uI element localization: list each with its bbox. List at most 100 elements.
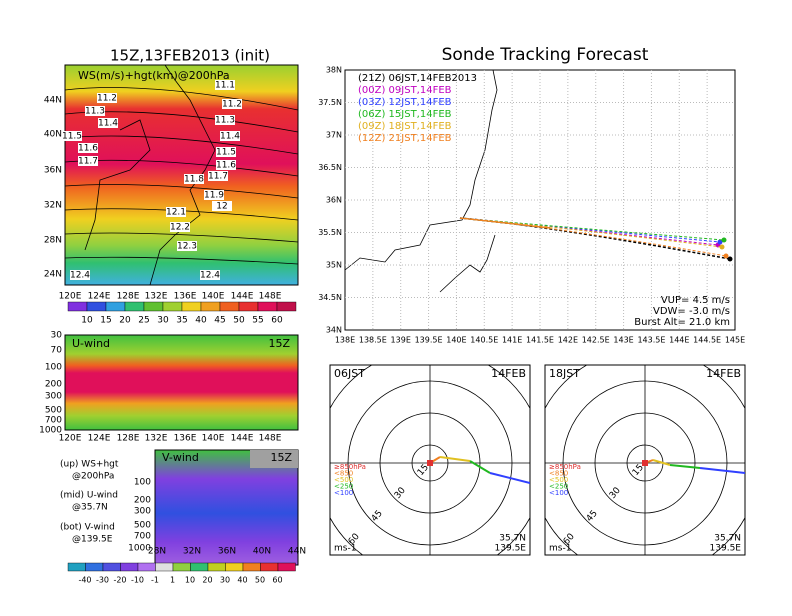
lon-label: 140E xyxy=(202,292,225,302)
lat-label: 36N xyxy=(218,547,236,557)
colorbar-cell xyxy=(238,301,259,312)
level-label: <250 xyxy=(334,483,353,491)
contour-label: 11.7 xyxy=(78,157,98,167)
pressure-label: 300 xyxy=(45,392,62,402)
colorbar-cell xyxy=(225,562,244,572)
contour-label: 11.5 xyxy=(62,132,82,142)
pressure-label: 100 xyxy=(45,363,62,373)
contour-label-box xyxy=(78,156,98,166)
param: Burst Alt= 21.0 km xyxy=(634,317,730,328)
hodograph-trace xyxy=(652,459,671,466)
lon-label: 139.5E xyxy=(495,544,527,554)
contour-label: 11.1 xyxy=(215,81,235,91)
lat-label: 37.5N xyxy=(318,98,342,107)
colorbar-label: 40 xyxy=(237,576,247,585)
lat-label: 35.5N xyxy=(318,228,342,237)
lat-label: 37N xyxy=(326,131,342,140)
pressure-label: 1000 xyxy=(39,426,62,436)
level-label: <250 xyxy=(549,483,568,491)
contour-label: 11.4 xyxy=(98,119,118,129)
pressure-label: 70 xyxy=(51,346,63,356)
note: (bot) V-wind xyxy=(60,523,115,533)
pressure-label: 700 xyxy=(45,416,62,426)
colorbar-cell xyxy=(86,301,107,312)
contour-label-box xyxy=(215,80,235,90)
contour xyxy=(64,87,299,111)
contour-label: 12.4 xyxy=(200,271,220,281)
lon-label: 139.5E xyxy=(415,336,443,345)
param: VUP= 4.5 m/s xyxy=(661,295,730,306)
level-label: <500 xyxy=(549,476,568,484)
lon-label: 132E xyxy=(145,434,168,444)
contour-label-box xyxy=(78,143,98,153)
track xyxy=(459,217,551,229)
colorbar-label: 30 xyxy=(157,316,169,326)
u-wind-section xyxy=(64,334,299,431)
colorbar-label: 50 xyxy=(233,316,245,326)
colorbar-label: 20 xyxy=(202,576,212,585)
track xyxy=(459,217,721,243)
contour-label: 12.1 xyxy=(166,208,186,218)
contour xyxy=(64,135,299,155)
lat-label: 28N xyxy=(44,236,62,246)
colorbar-label: 30 xyxy=(220,576,230,585)
lon-label: 138.5E xyxy=(359,336,387,345)
lat-label: 35N xyxy=(326,261,342,270)
missing-area xyxy=(250,450,298,468)
pressure-label: 500 xyxy=(134,521,151,531)
note: (up) WS+hgt xyxy=(60,460,119,470)
level-label: <100 xyxy=(549,489,568,497)
colorbar-label: 25 xyxy=(138,316,149,326)
contour-label-box xyxy=(166,207,186,217)
colorbar-label: 60 xyxy=(272,576,282,585)
colorbar-cell xyxy=(67,562,86,572)
track xyxy=(459,217,723,248)
level-label: ≥850hPa xyxy=(549,463,581,471)
lon-label: 145E xyxy=(725,336,745,345)
colorbar-cell xyxy=(143,301,164,312)
landing-point xyxy=(723,253,729,259)
level-label: <500 xyxy=(334,476,353,484)
contour-label: 11.4 xyxy=(220,132,240,142)
level-label: ≥850hPa xyxy=(334,463,366,471)
lon-label: 128E xyxy=(117,292,140,302)
track xyxy=(459,217,725,241)
colorbar-cell xyxy=(219,301,240,312)
panel-label: V-wind xyxy=(162,451,199,464)
hodograph-time: 06JST xyxy=(334,367,365,380)
colorbar-cell xyxy=(200,301,221,312)
hodograph-date: 14FEB xyxy=(491,367,526,380)
contour-label: 11.2 xyxy=(222,100,242,110)
contour-label-box xyxy=(177,241,197,251)
colorbar-label: 35 xyxy=(176,316,187,326)
colorbar-label: 40 xyxy=(195,316,207,326)
lon-label: 138E xyxy=(335,336,355,345)
level-label: <100 xyxy=(334,489,353,497)
colorbar-cell xyxy=(277,562,296,572)
lon-label: 144E xyxy=(231,292,254,302)
contour-label: 11.2 xyxy=(97,94,117,104)
colorbar-cell xyxy=(85,562,104,572)
hodograph-trace xyxy=(489,472,530,484)
contour-label-box xyxy=(184,174,204,184)
lat-label: 34N xyxy=(326,326,342,335)
colorbar-label: 60 xyxy=(271,316,283,326)
legend-entry: (12Z) 21JST,14FEB xyxy=(358,133,452,144)
panel-label: U-wind xyxy=(72,337,110,350)
lon-label: 140E xyxy=(446,336,466,345)
colorbar-label: 20 xyxy=(119,316,131,326)
lat-label: 28N xyxy=(148,547,166,557)
landing-point xyxy=(719,244,725,250)
colorbar-label: 50 xyxy=(255,576,265,585)
contour xyxy=(64,256,299,265)
lat-label: 40N xyxy=(253,547,271,557)
pressure-label: 500 xyxy=(45,406,62,416)
pressure-label: 200 xyxy=(45,380,62,390)
contour-label: 11.6 xyxy=(78,144,98,154)
lon-label: 120E xyxy=(59,434,82,444)
lon-label: 139E xyxy=(391,336,411,345)
contour-label: 12.4 xyxy=(70,271,90,281)
panel-label: WS(m/s)+hgt(km)@200hPa xyxy=(78,69,230,82)
panel-title: 15Z,13FEB2013 (init) xyxy=(110,47,270,65)
